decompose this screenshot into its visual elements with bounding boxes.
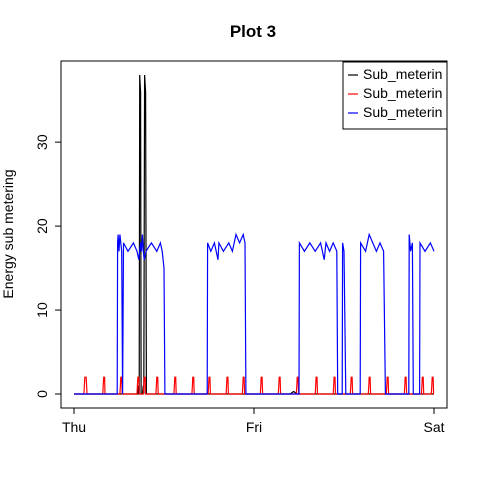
chart-title: Plot 3 bbox=[230, 22, 276, 41]
x-tick-label: Thu bbox=[62, 419, 86, 435]
x-tick-label: Sat bbox=[423, 419, 444, 435]
y-axis: 0 10 20 30 bbox=[34, 134, 62, 398]
legend-entry-3: Sub_meterin bbox=[363, 104, 442, 120]
legend-entry-2: Sub_meterin bbox=[363, 85, 442, 101]
y-tick-label: 20 bbox=[34, 218, 50, 234]
series-line-2 bbox=[74, 376, 435, 395]
x-axis: Thu Fri Sat bbox=[62, 407, 445, 435]
y-tick-label: 0 bbox=[34, 390, 50, 398]
legend-entry-1: Sub_meterin bbox=[363, 66, 442, 82]
series-line-3 bbox=[74, 232, 435, 395]
x-tick-label: Fri bbox=[246, 419, 262, 435]
y-axis-label: Energy sub metering bbox=[0, 169, 16, 298]
legend: Sub_meterin Sub_meterin Sub_meterin bbox=[342, 61, 448, 130]
series-layer bbox=[74, 74, 435, 395]
legend-box bbox=[342, 61, 448, 130]
y-tick-label: 30 bbox=[34, 134, 50, 150]
y-tick-label: 10 bbox=[34, 302, 50, 318]
